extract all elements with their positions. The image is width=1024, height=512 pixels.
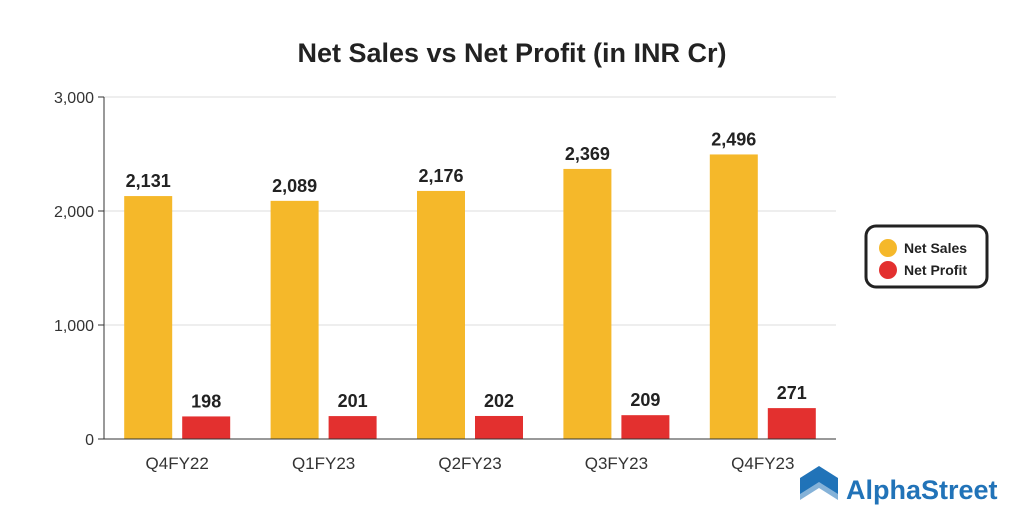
legend-label: Net Sales: [904, 240, 967, 256]
bar-net-sales: [417, 190, 465, 439]
data-label: 201: [338, 391, 368, 411]
brand-logo: AlphaStreet: [800, 466, 998, 505]
data-label: 198: [191, 391, 221, 411]
y-tick-label: 1,000: [54, 318, 94, 335]
data-label: 209: [630, 390, 660, 410]
data-label: 2,176: [418, 166, 463, 186]
bar-net-profit: [328, 416, 377, 439]
legend-marker-net-sales: [879, 239, 897, 257]
x-tick-label: Q4FY23: [731, 454, 794, 473]
bar-net-sales: [124, 196, 173, 439]
data-label: 271: [777, 383, 807, 403]
bar-net-sales: [563, 168, 612, 439]
data-label: 2,369: [565, 144, 610, 164]
brand-name: AlphaStreet: [846, 475, 998, 505]
data-label: 2,496: [711, 129, 756, 149]
bar-net-profit: [767, 408, 816, 439]
data-label: 2,089: [272, 176, 317, 196]
bars: 2,131 198 2,089 201 2,176 202 2,369 209 2,496 271: [124, 129, 816, 439]
x-tick-label: Q1FY23: [292, 454, 355, 473]
x-tick-label: Q4FY22: [146, 454, 209, 473]
data-label: 2,131: [126, 171, 171, 191]
bar-net-sales: [270, 200, 319, 439]
bar-net-profit: [621, 415, 670, 439]
chart-title: Net Sales vs Net Profit (in INR Cr): [297, 38, 726, 68]
y-tick-label: 3,000: [54, 90, 94, 107]
x-tick-label: Q2FY23: [438, 454, 501, 473]
alphastreet-logo-icon: [800, 466, 838, 500]
y-tick-label: 0: [85, 432, 94, 449]
legend-label: Net Profit: [904, 262, 967, 278]
data-label: 202: [484, 391, 514, 411]
bar-net-sales: [709, 154, 758, 439]
axes: 0 1,000 2,000 3,000 Q4FY22 Q1FY23 Q2FY23 Q3FY23…: [54, 90, 836, 473]
y-tick-label: 2,000: [54, 204, 94, 221]
legend-marker-net-profit: [879, 261, 897, 279]
bar-net-profit: [475, 415, 523, 439]
x-tick-label: Q3FY23: [585, 454, 648, 473]
legend: Net Sales Net Profit: [864, 224, 989, 289]
bar-net-profit: [182, 416, 231, 439]
